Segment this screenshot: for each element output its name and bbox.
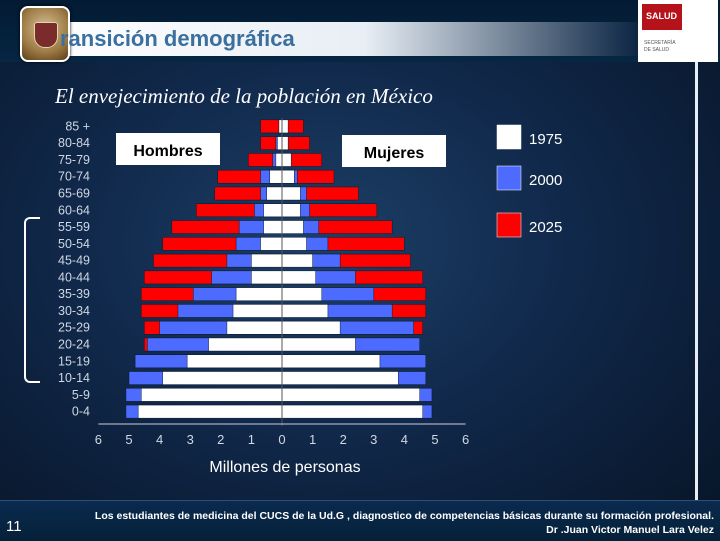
bar-men-1975-70-74 bbox=[269, 169, 283, 184]
age-label-30-34: 30-34 bbox=[58, 304, 90, 318]
bar-women-1975-80-84 bbox=[281, 136, 289, 150]
age-bracket bbox=[24, 217, 40, 383]
bar-men-1975-30-34 bbox=[232, 304, 283, 318]
x-tick-label: 4 bbox=[156, 432, 163, 447]
mujeres-label: Mujeres bbox=[364, 145, 425, 162]
age-label-40-44: 40-44 bbox=[58, 270, 90, 284]
x-tick-label: 0 bbox=[278, 432, 285, 447]
x-tick-label: 5 bbox=[431, 432, 438, 447]
bar-men-1975-45-49 bbox=[251, 253, 283, 268]
legend-swatch-2025 bbox=[496, 212, 522, 238]
bar-men-1975-0-4 bbox=[137, 404, 283, 419]
bar-men-1975-55-59 bbox=[263, 220, 283, 234]
bar-women-1975-50-54 bbox=[281, 237, 307, 251]
salud-badge-text: SALUD bbox=[646, 11, 677, 21]
mujeres-label-box bbox=[342, 135, 446, 167]
age-label-10-14: 10-14 bbox=[58, 371, 90, 385]
age-label-35-39: 35-39 bbox=[58, 287, 90, 301]
age-label-75-79: 75-79 bbox=[58, 153, 90, 167]
age-label-25-29: 25-29 bbox=[58, 321, 90, 335]
crest-shield bbox=[34, 22, 58, 48]
age-label-85 +: 85 + bbox=[65, 119, 90, 133]
bar-women-1975-5-9 bbox=[281, 388, 420, 402]
age-label-5-9: 5-9 bbox=[72, 388, 90, 402]
x-tick-label: 1 bbox=[309, 432, 316, 447]
x-tick-label: 6 bbox=[462, 432, 469, 447]
bar-women-1975-0-4 bbox=[281, 404, 424, 419]
bar-women-1975-40-44 bbox=[281, 270, 316, 285]
page-title: ransición demográfica bbox=[60, 26, 295, 51]
bar-women-1975-75-79 bbox=[281, 153, 292, 167]
x-tick-label: 5 bbox=[125, 432, 132, 447]
bar-men-1975-35-39 bbox=[235, 287, 283, 301]
hombres-label: Hombres bbox=[133, 143, 202, 160]
bar-men-1975-65-69 bbox=[266, 186, 283, 201]
bar-women-1975-85 + bbox=[281, 119, 289, 134]
age-label-70-74: 70-74 bbox=[58, 170, 90, 184]
bar-men-1975-10-14 bbox=[162, 371, 283, 385]
legend-swatch-2000 bbox=[496, 165, 522, 191]
x-tick-label: 3 bbox=[187, 432, 194, 447]
x-tick-label: 3 bbox=[370, 432, 377, 447]
x-tick-label: 4 bbox=[401, 432, 408, 447]
salud-logo: SALUD SECRETARÍA DE SALUD bbox=[638, 0, 718, 62]
bar-men-1975-15-19 bbox=[186, 354, 283, 369]
population-pyramid-chart: 0-4 5-9 10-14 15-19 20-24 25-29 30-34 35-39 40-4… bbox=[58, 118, 562, 476]
salud-subtext: SECRETARÍA DE SALUD bbox=[644, 40, 676, 54]
bar-men-1975-80-84 bbox=[277, 136, 283, 150]
page-number: 11 bbox=[6, 518, 22, 535]
bar-men-1975-40-44 bbox=[251, 270, 283, 285]
bar-men-1975-60-64 bbox=[263, 203, 283, 218]
university-crest-icon bbox=[20, 6, 70, 62]
x-tick-label: 2 bbox=[217, 432, 224, 447]
x-tick-label: 6 bbox=[95, 432, 102, 447]
bar-women-1975-30-34 bbox=[281, 304, 329, 318]
x-tick-label: 2 bbox=[340, 432, 347, 447]
footer-bar bbox=[0, 500, 720, 541]
legend-label-1975: 1975 bbox=[529, 131, 562, 148]
age-label-65-69: 65-69 bbox=[58, 187, 90, 201]
bar-men-1975-25-29 bbox=[226, 320, 283, 335]
salud-subtext-2: DE SALUD bbox=[644, 47, 670, 53]
bar-women-1975-55-59 bbox=[281, 220, 304, 234]
age-label-15-19: 15-19 bbox=[58, 354, 90, 368]
bar-men-1975-5-9 bbox=[140, 388, 283, 402]
bar-women-1975-25-29 bbox=[281, 320, 341, 335]
footer-text: Los estudiantes de medicina del CUCS de … bbox=[94, 510, 714, 522]
age-label-60-64: 60-64 bbox=[58, 203, 90, 217]
bar-women-1975-65-69 bbox=[281, 186, 301, 201]
age-label-80-84: 80-84 bbox=[58, 136, 90, 150]
slide-subtitle: El envejecimiento de la población en Méx… bbox=[55, 84, 433, 108]
legend-swatch-1975 bbox=[496, 124, 522, 150]
x-tick-label: 1 bbox=[248, 432, 255, 447]
x-axis-label: Millones de personas bbox=[209, 459, 360, 476]
bar-women-1975-15-19 bbox=[281, 354, 381, 369]
bar-men-1975-50-54 bbox=[260, 237, 283, 251]
hombres-label-box bbox=[116, 133, 220, 165]
bar-women-1975-60-64 bbox=[281, 203, 301, 218]
salud-badge bbox=[642, 4, 682, 30]
bar-women-1975-35-39 bbox=[281, 287, 323, 301]
bar-women-1975-70-74 bbox=[281, 169, 295, 184]
legend-label-2000: 2000 bbox=[529, 172, 562, 189]
bar-men-1975-75-79 bbox=[275, 153, 283, 167]
bar-women-1975-10-14 bbox=[281, 371, 399, 385]
age-label-20-24: 20-24 bbox=[58, 338, 90, 352]
age-label-0-4: 0-4 bbox=[72, 405, 90, 419]
bar-men-1975-20-24 bbox=[208, 337, 283, 352]
age-label-45-49: 45-49 bbox=[58, 254, 90, 268]
salud-subtext-1: SECRETARÍA bbox=[644, 40, 676, 46]
age-label-55-59: 55-59 bbox=[58, 220, 90, 234]
legend-label-2025: 2025 bbox=[529, 219, 562, 236]
footer-author: Dr .Juan Victor Manuel Lara Velez bbox=[546, 524, 714, 536]
vertical-divider bbox=[695, 62, 698, 502]
age-label-50-54: 50-54 bbox=[58, 237, 90, 251]
title-band bbox=[30, 22, 640, 56]
bar-women-1975-20-24 bbox=[281, 337, 356, 352]
bar-women-1975-45-49 bbox=[281, 253, 313, 268]
